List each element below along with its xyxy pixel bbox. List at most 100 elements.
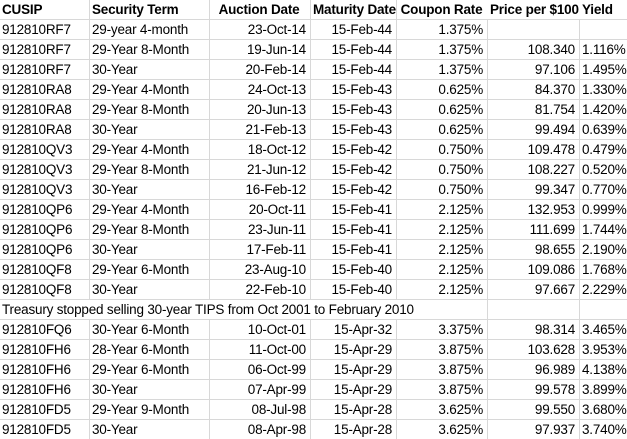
table-cell[interactable]: 99.550 [488, 400, 580, 420]
table-cell[interactable]: 07-Apr-99 [210, 380, 311, 400]
table-cell[interactable]: 912810QP6 [0, 220, 90, 240]
table-cell[interactable]: 98.655 [488, 240, 580, 260]
table-cell[interactable]: 912810RA8 [0, 100, 90, 120]
table-cell[interactable]: 08-Apr-98 [210, 420, 311, 439]
table-cell[interactable]: 912810QF8 [0, 280, 90, 300]
table-cell[interactable]: 0.750% [397, 180, 488, 200]
table-cell[interactable]: 15-Feb-43 [311, 120, 397, 140]
table-cell[interactable]: 19-Jun-14 [210, 40, 311, 60]
table-cell[interactable]: 15-Apr-29 [311, 380, 397, 400]
table-cell[interactable]: 912810RF7 [0, 20, 90, 40]
table-cell[interactable]: 109.086 [488, 260, 580, 280]
table-cell[interactable]: 06-Oct-99 [210, 360, 311, 380]
table-cell[interactable]: 30-Year [90, 420, 210, 439]
table-cell[interactable]: 1.375% [397, 60, 488, 80]
table-cell[interactable]: 15-Feb-44 [311, 20, 397, 40]
table-cell[interactable]: 97.937 [488, 420, 580, 439]
column-header-price-per-100[interactable]: Price per $100 [488, 0, 580, 20]
table-cell[interactable]: 2.229% [580, 280, 627, 300]
table-cell[interactable]: 30-Year [90, 120, 210, 140]
table-cell[interactable]: 15-Apr-28 [311, 420, 397, 439]
note-cell[interactable]: Treasury stopped selling 30-year TIPS fr… [0, 300, 488, 320]
table-cell[interactable]: 15-Feb-42 [311, 160, 397, 180]
column-header-maturity-date[interactable]: Maturity Date [311, 0, 397, 20]
table-cell[interactable]: 23-Aug-10 [210, 260, 311, 280]
table-cell[interactable]: 1.768% [580, 260, 627, 280]
table-cell[interactable]: 98.314 [488, 320, 580, 340]
column-header-coupon-rate[interactable]: Coupon Rate [397, 0, 488, 20]
table-cell[interactable]: 24-Oct-13 [210, 80, 311, 100]
table-cell[interactable]: 0.639% [580, 120, 627, 140]
table-cell[interactable]: 30-Year [90, 380, 210, 400]
table-cell[interactable]: 15-Feb-43 [311, 80, 397, 100]
table-cell[interactable]: 15-Feb-41 [311, 200, 397, 220]
table-cell[interactable]: 108.340 [488, 40, 580, 60]
column-header-auction-date[interactable]: Auction Date [210, 0, 311, 20]
column-header-cusip[interactable]: CUSIP [0, 0, 90, 20]
table-cell[interactable]: 15-Feb-40 [311, 260, 397, 280]
table-cell[interactable]: 15-Feb-42 [311, 180, 397, 200]
table-cell[interactable]: 3.875% [397, 380, 488, 400]
table-cell[interactable] [488, 20, 580, 40]
table-cell[interactable]: 29-year 4-month [90, 20, 210, 40]
table-cell[interactable]: 29-Year 6-Month [90, 360, 210, 380]
table-cell[interactable]: 912810QP6 [0, 240, 90, 260]
table-cell[interactable]: 15-Feb-44 [311, 40, 397, 60]
table-cell[interactable]: 84.370 [488, 80, 580, 100]
table-cell[interactable]: 1.495% [580, 60, 627, 80]
table-cell[interactable]: 3.465% [580, 320, 627, 340]
table-cell[interactable]: 81.754 [488, 100, 580, 120]
table-cell[interactable]: 29-Year 8-Month [90, 220, 210, 240]
table-cell[interactable]: 912810FH6 [0, 340, 90, 360]
table-cell[interactable]: 109.478 [488, 140, 580, 160]
table-cell[interactable]: 29-Year 8-Month [90, 40, 210, 60]
table-cell[interactable]: 99.578 [488, 380, 580, 400]
table-cell[interactable]: 30-Year 6-Month [90, 320, 210, 340]
table-cell[interactable]: 912810QP6 [0, 200, 90, 220]
table-cell[interactable]: 18-Oct-12 [210, 140, 311, 160]
table-cell[interactable]: 2.125% [397, 280, 488, 300]
table-cell[interactable]: 1.744% [580, 220, 627, 240]
table-cell[interactable]: 0.625% [397, 80, 488, 100]
table-cell[interactable]: 0.625% [397, 100, 488, 120]
table-cell[interactable]: 0.625% [397, 120, 488, 140]
table-cell[interactable]: 08-Jul-98 [210, 400, 311, 420]
table-cell[interactable]: 20-Oct-11 [210, 200, 311, 220]
table-cell[interactable]: 15-Apr-32 [311, 320, 397, 340]
table-cell[interactable]: 17-Feb-11 [210, 240, 311, 260]
column-header-yield[interactable]: Yield [580, 0, 627, 20]
table-cell[interactable]: 15-Apr-29 [311, 340, 397, 360]
table-cell[interactable]: 30-Year [90, 280, 210, 300]
table-cell[interactable]: 0.750% [397, 160, 488, 180]
table-cell[interactable]: 912810FD5 [0, 400, 90, 420]
table-cell[interactable]: 15-Feb-40 [311, 280, 397, 300]
table-cell[interactable]: 912810QV3 [0, 160, 90, 180]
table-cell[interactable]: 3.953% [580, 340, 627, 360]
table-cell[interactable]: 912810RF7 [0, 40, 90, 60]
table-cell[interactable]: 2.125% [397, 240, 488, 260]
table-cell[interactable]: 1.116% [580, 40, 627, 60]
table-cell[interactable]: 22-Feb-10 [210, 280, 311, 300]
table-cell[interactable]: 912810QF8 [0, 260, 90, 280]
table-cell[interactable]: 3.899% [580, 380, 627, 400]
table-cell[interactable]: 912810FH6 [0, 360, 90, 380]
table-cell[interactable]: 3.875% [397, 340, 488, 360]
table-cell[interactable]: 20-Jun-13 [210, 100, 311, 120]
table-cell[interactable]: 11-Oct-00 [210, 340, 311, 360]
table-cell[interactable]: 29-Year 8-Month [90, 160, 210, 180]
table-cell[interactable]: 132.953 [488, 200, 580, 220]
table-cell[interactable]: 29-Year 4-Month [90, 140, 210, 160]
table-cell[interactable]: 3.625% [397, 420, 488, 439]
table-cell[interactable]: 29-Year 6-Month [90, 260, 210, 280]
table-cell[interactable]: 96.989 [488, 360, 580, 380]
table-cell[interactable]: 3.680% [580, 400, 627, 420]
table-cell[interactable]: 912810FH6 [0, 380, 90, 400]
table-cell[interactable]: 0.750% [397, 140, 488, 160]
table-cell[interactable]: 97.106 [488, 60, 580, 80]
table-cell[interactable]: 4.138% [580, 360, 627, 380]
table-cell[interactable]: 29-Year 8-Month [90, 100, 210, 120]
table-cell[interactable]: 912810RF7 [0, 60, 90, 80]
table-cell[interactable]: 15-Feb-41 [311, 220, 397, 240]
table-cell[interactable]: 912810RA8 [0, 80, 90, 100]
table-cell[interactable]: 3.625% [397, 400, 488, 420]
